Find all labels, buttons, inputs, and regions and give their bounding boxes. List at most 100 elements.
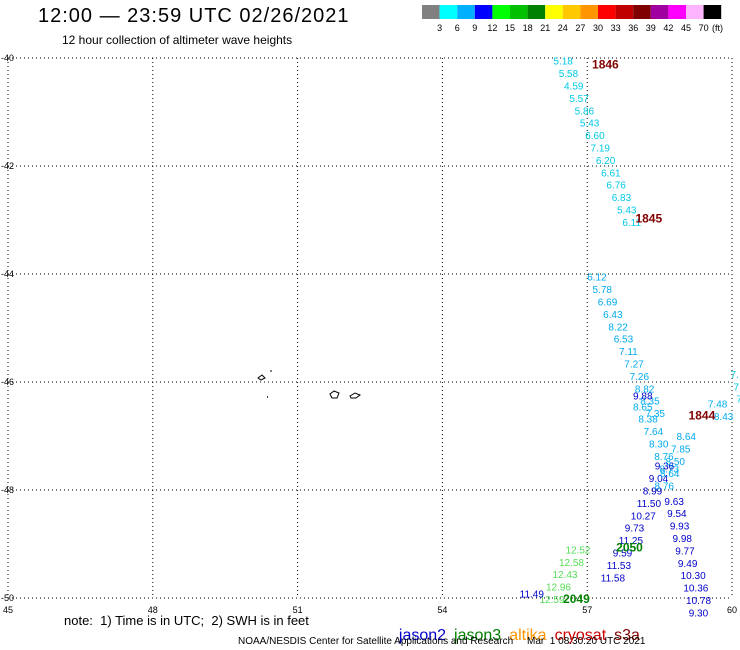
- pass-labels: 1846 1845 1844 2050 2049: [563, 57, 716, 606]
- swh-value-label: 8.30: [649, 440, 669, 451]
- swh-value-label: 6.76: [606, 181, 626, 192]
- swh-value-label: 11.50: [637, 499, 662, 510]
- swh-value-label: 8.64: [660, 469, 680, 480]
- swh-value-label: 9.73: [625, 524, 645, 535]
- legend-label: 42: [663, 23, 673, 33]
- legend-label: 70: [699, 23, 709, 33]
- legend-swatch: [545, 5, 563, 19]
- swh-value-label: 9.63: [664, 497, 684, 508]
- lat-tick-label: -50: [1, 593, 14, 603]
- legend-swatch: [457, 5, 475, 19]
- lat-tick-label: -44: [1, 269, 14, 279]
- swh-value-label: 8.82: [635, 384, 655, 395]
- swh-value-label: 12.59: [539, 595, 564, 606]
- swh-value-label: 9.49: [678, 559, 698, 570]
- swh-value-label: 11.25: [619, 536, 644, 547]
- pass-number-label: 1845: [635, 211, 662, 225]
- swh-value-label: 10.30: [681, 571, 706, 582]
- swh-value-label: 5.58: [559, 69, 579, 80]
- swh-value-label: 8.50: [665, 457, 685, 468]
- legend-label: 39: [646, 23, 656, 33]
- swh-value-label: 6.61: [601, 168, 621, 179]
- swh-value-label: 9.93: [670, 522, 690, 533]
- swh-value-label: 8.76: [654, 482, 674, 493]
- swh-value-label: 8.99: [643, 487, 663, 498]
- swh-value-label: 6.83: [612, 193, 632, 204]
- legend-label: 6: [455, 23, 460, 33]
- swh-value-label: 10.36: [683, 584, 708, 595]
- swh-value-label: 5.78: [593, 285, 613, 296]
- swh-value-label: 9.98: [673, 534, 693, 545]
- satellite-cryosat: cryosat: [554, 627, 607, 644]
- swh-value-label: 11.49: [520, 590, 545, 601]
- pass-number-label: 2049: [563, 592, 590, 606]
- credit-line: NOAA/NESDIS Center for Satellite Applica…: [238, 636, 646, 647]
- legend-unit: (ft): [712, 23, 723, 33]
- legend-label: 24: [558, 23, 568, 33]
- legend-label: 18: [523, 23, 533, 33]
- satellite-jason3: jason3: [454, 627, 502, 644]
- swh-value-label: 9.04: [649, 474, 669, 485]
- swh-value-label: 11.53: [607, 561, 632, 572]
- swh-value-label: 7.96: [737, 395, 740, 406]
- swh-value-label: 5.86: [575, 106, 595, 117]
- legend-swatch: [562, 5, 581, 19]
- legend-swatch: [580, 5, 598, 19]
- satellite-legend: jason2 jason3 altika cryosat s3a: [390, 609, 648, 645]
- swh-value-label: 7.11: [619, 347, 638, 358]
- legend-swatch: [686, 5, 704, 19]
- pass-number-label: 1846: [592, 57, 619, 71]
- lat-tick-label: -48: [1, 485, 14, 495]
- swh-value-label: 12.58: [559, 558, 584, 569]
- legend-label: 15: [505, 23, 515, 33]
- lon-tick-label: 54: [437, 605, 447, 615]
- swh-value-label: 6.12: [587, 273, 607, 284]
- altimeter-tracks: 5.185.584.595.575.865.436.607.196.206.61…: [520, 57, 740, 620]
- swh-value-label: 9.88: [633, 392, 653, 403]
- swh-value-label: 10.78: [686, 596, 711, 607]
- lon-tick-label: 45: [3, 605, 13, 615]
- pass-number-label: 2050: [616, 541, 643, 555]
- legend-label: 3: [437, 23, 442, 33]
- swh-value-label: 9.30: [689, 608, 709, 619]
- legend-swatch: [598, 5, 616, 19]
- crozet-islands-outline: [257, 370, 362, 399]
- swh-value-label: 5.43: [580, 119, 600, 130]
- swh-value-label: 7.6: [734, 382, 740, 393]
- legend-label: 12: [487, 23, 497, 33]
- swh-value-label: 7.26: [630, 372, 650, 383]
- swh-value-label: 9.36: [655, 462, 675, 473]
- swh-value-label: 6.60: [585, 131, 605, 142]
- swh-value-label: 8.43: [714, 412, 734, 423]
- island-east: [349, 392, 362, 399]
- swh-value-label: 9.59: [613, 549, 633, 560]
- swh-value-label: 11.58: [601, 573, 626, 584]
- legend-swatch: [510, 5, 528, 19]
- legend-swatch: [439, 5, 458, 19]
- legend-label: 36: [628, 23, 638, 33]
- lon-tick-label: 48: [148, 605, 158, 615]
- swh-value-label: 6.43: [603, 310, 623, 321]
- lon-tick-label: 51: [293, 605, 303, 615]
- legend-label: 9: [472, 23, 477, 33]
- swh-value-label: 7.48: [708, 400, 728, 411]
- page-subtitle: 12 hour collection of altimeter wave hei…: [62, 33, 293, 47]
- legend-swatch: [668, 5, 686, 19]
- map-grid: 45 48 51 54 57 60 -40 -42 -44 -46 -48 -50: [1, 53, 737, 615]
- swh-value-label: 6.53: [614, 335, 634, 346]
- swh-value-label: 5.43: [617, 206, 637, 217]
- lon-tick-label: 57: [582, 605, 592, 615]
- swh-value-label: 5.18: [553, 57, 573, 68]
- legend-swatch: [474, 5, 493, 19]
- swh-value-label: 8.64: [676, 432, 696, 443]
- swh-value-label: 7.27: [624, 360, 644, 371]
- page-title: 12:00 — 23:59 UTC 02/26/2021: [38, 5, 350, 27]
- swh-value-label: 9.54: [667, 509, 687, 520]
- satellite-altika: altika: [509, 627, 547, 644]
- lat-tick-label: -42: [1, 161, 14, 171]
- swh-value-label: 7.35: [646, 409, 666, 420]
- legend-swatch: [633, 5, 651, 19]
- swh-value-label: 8.38: [638, 415, 658, 426]
- legend-swatch: [422, 5, 440, 19]
- swh-value-label: 6.20: [596, 156, 616, 167]
